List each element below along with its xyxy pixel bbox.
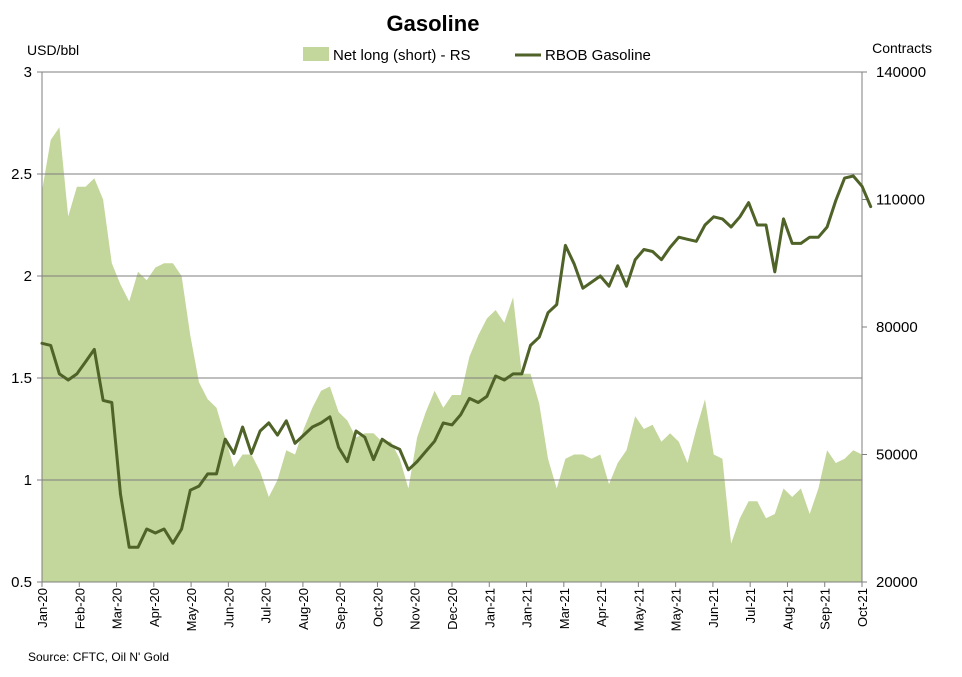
x-tick-label: Sep-21 — [818, 588, 833, 630]
area-series-net-long — [42, 127, 862, 583]
x-tick-label: Jan-20 — [35, 588, 50, 628]
x-tick-label: Jul-20 — [259, 588, 274, 623]
x-tick-label: Nov-20 — [408, 588, 423, 630]
left-tick-label: 3 — [24, 64, 32, 81]
x-tick-label: Jun-20 — [221, 588, 236, 628]
x-tick-label: Mar-21 — [557, 588, 572, 629]
legend: Net long (short) - RS RBOB Gasoline — [303, 47, 651, 64]
right-axis-label: Contracts — [872, 40, 932, 56]
x-tick-label: Jan-21 — [520, 588, 535, 628]
left-tick-label: 2 — [24, 268, 32, 285]
line-series-rbob — [40, 174, 873, 549]
x-tick-label: Aug-21 — [780, 588, 795, 630]
left-tick-label: 0.5 — [11, 574, 32, 591]
x-tick-label: Dec-20 — [445, 588, 460, 630]
x-tick-label: Aug-20 — [296, 588, 311, 630]
right-tick-label: 50000 — [876, 447, 918, 464]
x-tick-label: Jan-21 — [482, 588, 497, 628]
x-tick-label: Oct-20 — [370, 588, 385, 627]
source-note: Source: CFTC, Oil N' Gold — [28, 650, 169, 664]
left-tick-label: 1 — [24, 472, 32, 489]
x-tick-label: Apr-20 — [147, 588, 162, 627]
right-tick-label: 110000 — [876, 192, 925, 209]
x-tick-label: Sep-20 — [333, 588, 348, 630]
x-tick-label: May-21 — [631, 588, 646, 631]
right-tick-label: 80000 — [876, 319, 918, 336]
x-tick-label: Jun-21 — [706, 588, 721, 628]
right-tick-label: 140000 — [876, 64, 926, 81]
x-tick-label: May-20 — [184, 588, 199, 631]
x-tick-label: Oct-21 — [855, 588, 870, 627]
left-axis-label: USD/bbl — [27, 42, 79, 58]
legend-swatch-net-long — [303, 47, 329, 61]
x-tick-label: Jul-21 — [743, 588, 758, 623]
legend-label-rbob: RBOB Gasoline — [545, 47, 651, 64]
x-tick-label: Apr-21 — [594, 588, 609, 627]
left-tick-label: 1.5 — [11, 370, 32, 387]
legend-label-net-long: Net long (short) - RS — [333, 47, 471, 64]
chart-title: Gasoline — [387, 11, 480, 36]
right-tick-label: 20000 — [876, 574, 918, 591]
x-tick-label: Feb-20 — [72, 588, 87, 629]
left-tick-label: 2.5 — [11, 166, 32, 183]
x-tick-label: Mar-20 — [110, 588, 125, 629]
x-tick-label: May-21 — [669, 588, 684, 631]
plot-area: 0.5 1 1.5 2 2.5 3 20000 50000 80000 110000 140000 J… — [11, 64, 926, 631]
